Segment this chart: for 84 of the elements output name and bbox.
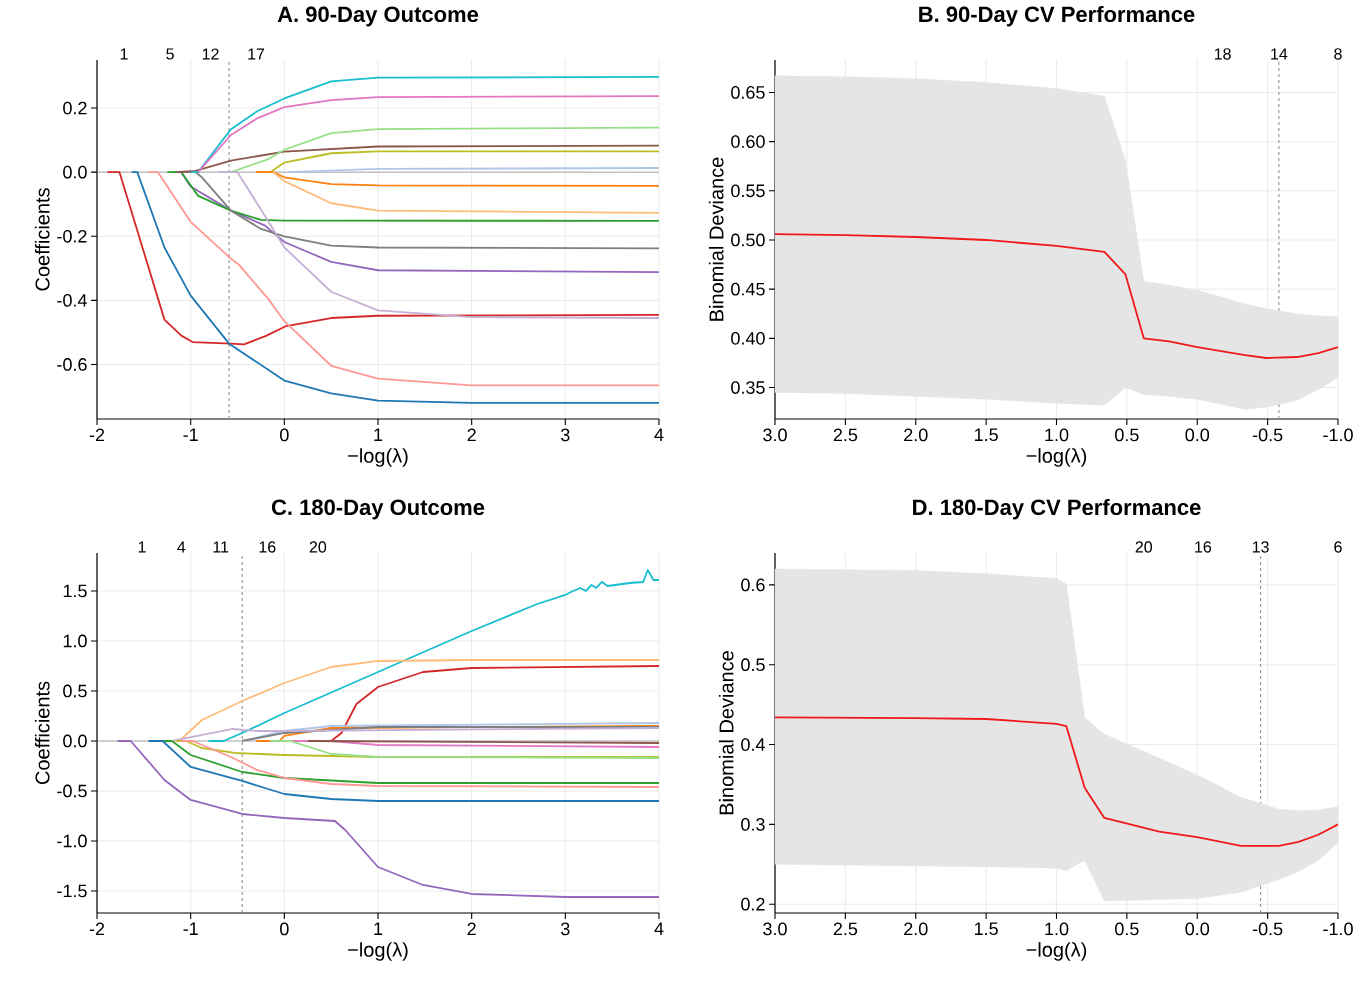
x-tick-label: -2	[89, 922, 105, 936]
y-tick-label: 0.35	[731, 381, 765, 394]
text: 1	[120, 48, 128, 60]
x-tick-label: 1	[374, 428, 383, 441]
y-tick-label: 0.55	[731, 184, 765, 198]
y-tick-label: 0.6	[741, 578, 765, 592]
x-axis-title: −log(λ)	[348, 942, 408, 961]
y-tick-label: 1.0	[63, 634, 87, 648]
x-tick-label: 2	[467, 922, 476, 936]
y-tick-label: 0.5	[741, 658, 765, 672]
x-tick-label: 0.5	[1115, 922, 1139, 936]
x-tick-label: 2.0	[904, 428, 928, 442]
text: 12	[202, 48, 219, 60]
x-tick-label: 0.0	[1185, 922, 1210, 936]
text: 4	[177, 541, 186, 553]
text: 13	[1252, 541, 1269, 553]
x-tick-label: -1	[183, 428, 198, 441]
x-axis-title: −log(λ)	[1026, 942, 1087, 961]
x-tick-label: 3	[561, 922, 570, 936]
text: 20	[1135, 541, 1153, 553]
chart-title: C. 180-Day Outcome	[271, 499, 485, 520]
y-tick-label: -0.4	[57, 294, 87, 307]
x-tick-label: 1.0	[1045, 922, 1069, 936]
x-tick-label: -2	[89, 428, 105, 442]
x-tick-label: 1.5	[974, 922, 998, 936]
text: 6	[1334, 541, 1342, 553]
x-tick-label: -1	[183, 922, 198, 935]
x-tick-label: 2.0	[904, 922, 928, 936]
x-tick-label: -1.0	[1323, 922, 1353, 936]
y-tick-label: 1.5	[63, 584, 87, 598]
y-tick-label: 0.65	[731, 86, 765, 99]
y-tick-label: 0.5	[63, 684, 87, 698]
x-tick-label: 4	[654, 428, 664, 441]
y-axis-title: Coefficients	[34, 188, 50, 291]
x-tick-label: 3.0	[763, 922, 787, 936]
x-tick-label: -0.5	[1252, 922, 1283, 936]
y-tick-label: -0.2	[57, 229, 87, 243]
y-tick-label: 0.3	[741, 818, 765, 831]
y-tick-label: 0.0	[63, 165, 87, 179]
x-tick-label: 0.0	[1185, 428, 1210, 442]
text: 5	[166, 48, 174, 60]
y-tick-label: -1.5	[57, 884, 87, 898]
x-axis-title: −log(λ)	[348, 448, 408, 467]
y-tick-label: 0.45	[731, 282, 765, 296]
y-axis-title: Binomial Deviance	[708, 157, 724, 321]
y-tick-label: 0.4	[741, 738, 765, 751]
text: 8	[1334, 48, 1342, 60]
x-tick-label: 1.5	[974, 428, 998, 442]
y-tick-label: 0.40	[731, 331, 765, 345]
text: 16	[1195, 541, 1212, 553]
x-tick-label: 2.5	[833, 922, 858, 936]
text: 14	[1271, 48, 1288, 60]
y-axis-title: Binomial Deviance	[718, 651, 734, 815]
text: 16	[259, 541, 276, 553]
text: 18	[1214, 48, 1231, 60]
y-tick-label: 0.60	[731, 135, 765, 148]
y-tick-label: 0.0	[63, 734, 87, 748]
x-tick-label: -0.5	[1252, 428, 1283, 442]
y-tick-label: -1.0	[57, 834, 87, 848]
chart-title: B. 90-Day CV Performance	[919, 5, 1195, 27]
x-tick-label: 0	[280, 428, 289, 442]
x-tick-label: 0.5	[1115, 428, 1139, 442]
y-tick-label: 0.2	[741, 897, 765, 911]
text: 1	[138, 541, 146, 553]
y-tick-label: 0.2	[63, 101, 87, 115]
x-tick-label: 2.5	[833, 428, 858, 442]
x-tick-label: 1	[374, 922, 383, 935]
x-tick-label: 3	[561, 428, 570, 442]
text: 11	[213, 541, 229, 553]
text: 17	[248, 48, 265, 60]
x-tick-label: 1.0	[1045, 428, 1069, 442]
x-axis-title: −log(λ)	[1026, 448, 1087, 467]
x-tick-label: 0	[280, 922, 289, 936]
x-tick-label: 2	[467, 428, 476, 442]
chart-title: D. 180-Day CV Performance	[913, 498, 1201, 520]
x-tick-label: 3.0	[763, 428, 787, 442]
y-axis-title: Coefficients	[34, 681, 50, 785]
y-tick-label: -0.6	[57, 358, 87, 371]
y-tick-label: -0.5	[57, 784, 87, 798]
chart-title: A. 90-Day Outcome	[277, 6, 479, 27]
text: 20	[309, 541, 327, 553]
x-tick-label: -1.0	[1323, 428, 1353, 442]
x-tick-label: 4	[654, 922, 664, 935]
y-tick-label: 0.50	[731, 233, 765, 247]
